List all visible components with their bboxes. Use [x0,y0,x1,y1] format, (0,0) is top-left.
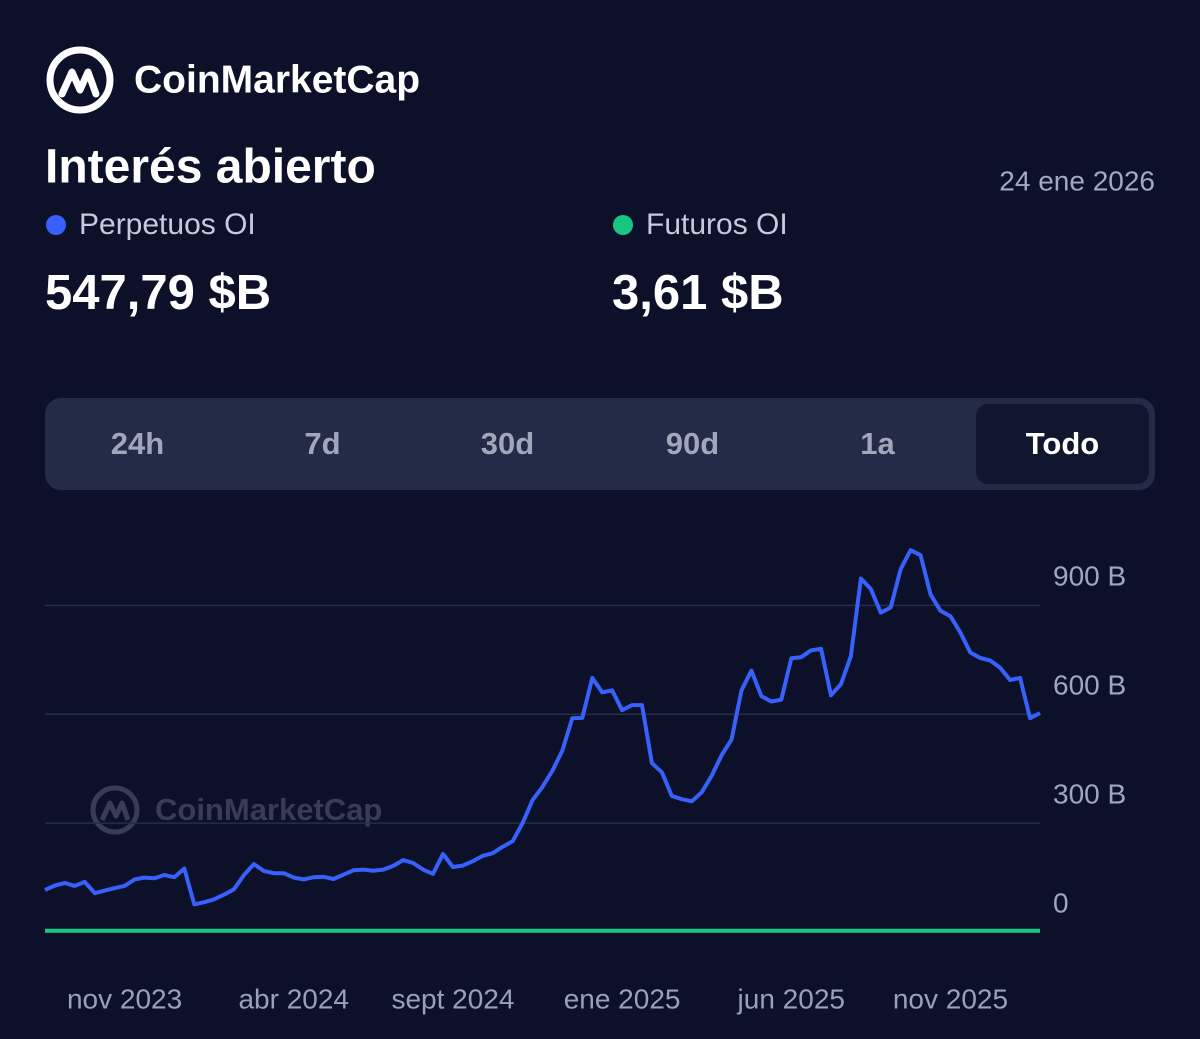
metric-value: 3,61 $B [612,266,784,320]
tab[interactable]: Todo [1026,426,1099,461]
y-tick-label: 300 B [1053,779,1126,810]
x-tick-label: ene 2025 [564,983,681,1014]
x-tick-label: nov 2025 [893,983,1008,1014]
y-tick-label: 0 [1053,887,1069,918]
title: Interés abierto [45,141,376,194]
legend-dot [613,215,633,235]
x-tick-label: sept 2024 [391,983,514,1014]
watermark-text: CoinMarketCap [155,792,382,827]
tab[interactable]: 1a [860,426,895,461]
tab[interactable]: 7d [304,426,340,461]
date: 24 ene 2026 [999,165,1155,196]
tab[interactable]: 30d [481,426,534,461]
logo-icon [46,46,114,114]
metric-value: 547,79 $B [45,266,271,320]
active-tab[interactable] [976,404,1149,484]
metric-label: Perpetuos OI [79,208,256,241]
y-tick-label: 900 B [1053,561,1126,592]
legend-dot [46,215,66,235]
metric-label: Futuros OI [646,208,788,241]
tab[interactable]: 24h [111,426,164,461]
tab[interactable]: 90d [666,426,719,461]
watermark: CoinMarketCap [90,785,382,835]
x-tick-label: jun 2025 [737,983,845,1014]
y-tick-label: 600 B [1053,670,1126,701]
tab-bar [45,398,1155,490]
x-tick-label: nov 2023 [67,983,182,1014]
brand: CoinMarketCap [134,58,420,101]
series-line [44,548,1041,907]
x-tick-label: abr 2024 [238,983,349,1014]
